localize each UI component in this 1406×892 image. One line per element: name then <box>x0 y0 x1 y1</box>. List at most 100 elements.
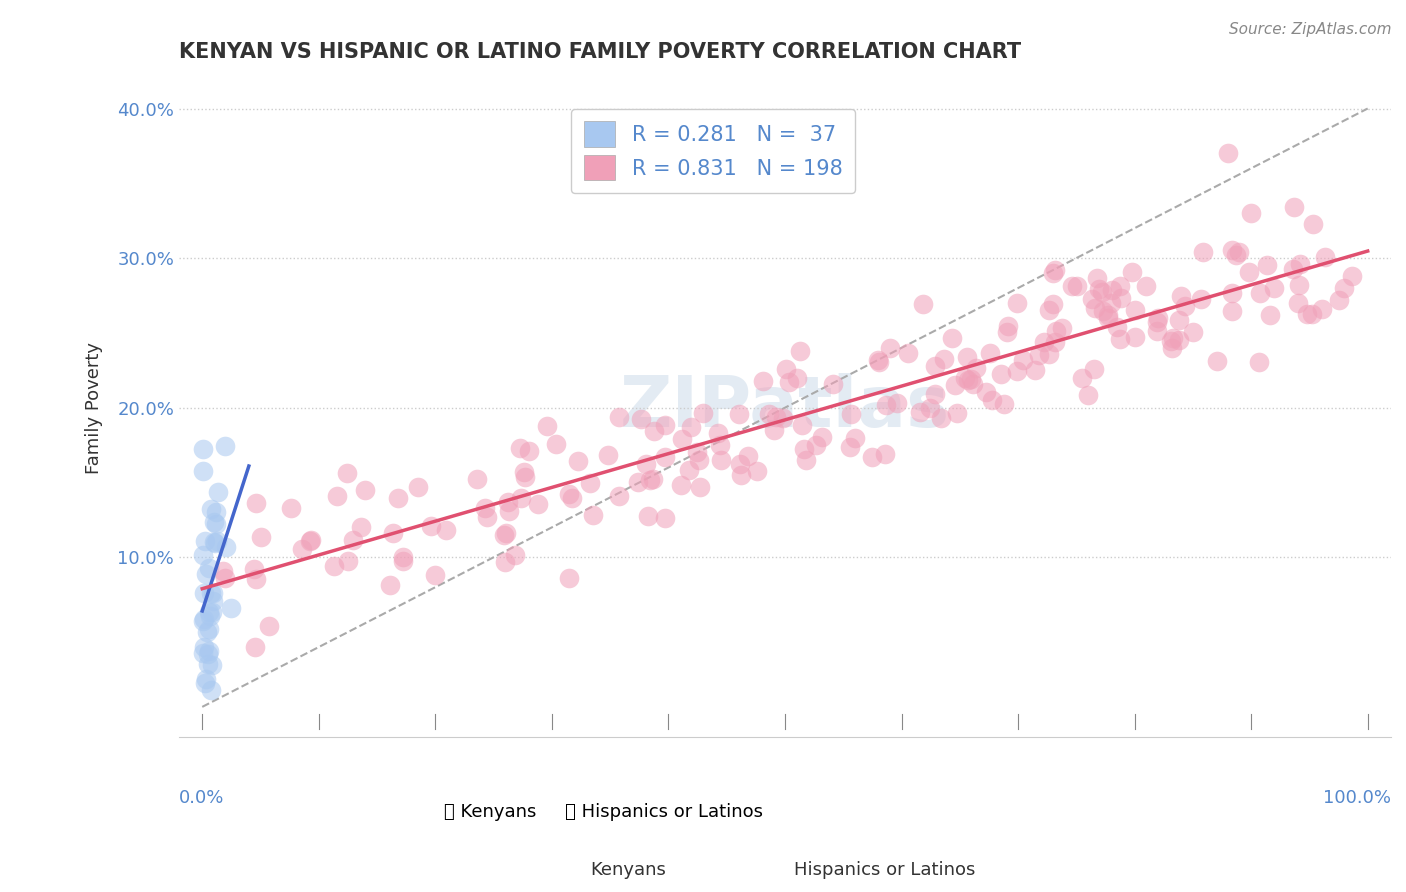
Hispanics or Latinos <box>1249 285 1271 300</box>
Hispanics or Latinos <box>1182 325 1205 339</box>
Hispanics or Latinos <box>1109 291 1132 305</box>
Hispanics or Latinos <box>669 478 692 492</box>
Hispanics or Latinos <box>1296 307 1319 321</box>
Hispanics or Latinos <box>474 500 496 515</box>
Hispanics or Latinos <box>671 432 693 446</box>
Hispanics or Latinos <box>434 523 457 537</box>
Hispanics or Latinos <box>630 412 652 426</box>
Hispanics or Latinos <box>323 559 346 574</box>
Hispanics or Latinos <box>1286 296 1309 310</box>
Hispanics or Latinos <box>211 564 233 578</box>
Legend: R = 0.281   N =  37, R = 0.831   N = 198: R = 0.281 N = 37, R = 0.831 N = 198 <box>571 109 855 193</box>
Hispanics or Latinos <box>392 554 415 568</box>
Kenyans <box>193 612 215 626</box>
Hispanics or Latinos <box>654 511 676 525</box>
Hispanics or Latinos <box>1097 310 1119 325</box>
Hispanics or Latinos <box>1189 292 1212 306</box>
Hispanics or Latinos <box>1281 262 1303 277</box>
Hispanics or Latinos <box>249 530 271 544</box>
Hispanics or Latinos <box>380 578 402 592</box>
Hispanics or Latinos <box>387 491 409 505</box>
Hispanics or Latinos <box>517 444 540 458</box>
Hispanics or Latinos <box>1042 266 1064 280</box>
Hispanics or Latinos <box>897 346 920 360</box>
Hispanics or Latinos <box>875 398 897 412</box>
Hispanics or Latinos <box>955 371 977 385</box>
Hispanics or Latinos <box>1085 270 1108 285</box>
Hispanics or Latinos <box>637 509 659 524</box>
Hispanics or Latinos <box>638 473 661 487</box>
Hispanics or Latinos <box>924 359 946 373</box>
Hispanics or Latinos <box>503 548 526 562</box>
Text: KENYAN VS HISPANIC OR LATINO FAMILY POVERTY CORRELATION CHART: KENYAN VS HISPANIC OR LATINO FAMILY POVE… <box>179 42 1021 62</box>
Kenyans <box>198 622 221 636</box>
Hispanics or Latinos <box>811 430 834 444</box>
Hispanics or Latinos <box>706 425 728 440</box>
Hispanics or Latinos <box>513 470 536 484</box>
Hispanics or Latinos <box>1028 349 1050 363</box>
Text: ZIPatlas: ZIPatlas <box>620 373 950 442</box>
Hispanics or Latinos <box>419 519 441 533</box>
Hispanics or Latinos <box>1123 303 1146 318</box>
Hispanics or Latinos <box>596 448 619 462</box>
Hispanics or Latinos <box>1160 334 1182 349</box>
Hispanics or Latinos <box>567 454 589 468</box>
Hispanics or Latinos <box>1220 285 1243 300</box>
Kenyans <box>201 586 224 600</box>
Hispanics or Latinos <box>1220 243 1243 257</box>
Hispanics or Latinos <box>839 440 862 454</box>
Hispanics or Latinos <box>688 453 710 467</box>
Hispanics or Latinos <box>509 442 531 456</box>
Kenyans <box>201 658 224 673</box>
Hispanics or Latinos <box>643 424 665 438</box>
Hispanics or Latinos <box>786 370 808 384</box>
Hispanics or Latinos <box>509 491 531 506</box>
Hispanics or Latinos <box>990 367 1012 381</box>
Hispanics or Latinos <box>1092 304 1115 318</box>
Kenyans <box>197 657 219 672</box>
Kenyans <box>207 534 229 549</box>
Hispanics or Latinos <box>1333 281 1355 295</box>
Hispanics or Latinos <box>979 345 1001 359</box>
Hispanics or Latinos <box>1227 244 1250 259</box>
Hispanics or Latinos <box>1042 297 1064 311</box>
Hispanics or Latinos <box>243 640 266 654</box>
Hispanics or Latinos <box>425 568 447 582</box>
Kenyans <box>219 600 242 615</box>
Hispanics or Latinos <box>1083 362 1105 376</box>
Hispanics or Latinos <box>579 476 602 491</box>
Hispanics or Latinos <box>1301 307 1323 321</box>
Hispanics or Latinos <box>960 372 983 386</box>
Hispanics or Latinos <box>957 372 980 386</box>
Hispanics or Latinos <box>299 533 322 548</box>
Hispanics or Latinos <box>641 471 664 485</box>
Text: Hispanics or Latinos: Hispanics or Latinos <box>794 861 976 879</box>
Hispanics or Latinos <box>965 360 987 375</box>
Hispanics or Latinos <box>765 409 787 424</box>
Kenyans <box>194 672 217 686</box>
Hispanics or Latinos <box>993 397 1015 411</box>
Hispanics or Latinos <box>844 431 866 445</box>
Hispanics or Latinos <box>775 361 797 376</box>
Hispanics or Latinos <box>536 418 558 433</box>
Hispanics or Latinos <box>1313 250 1336 264</box>
Hispanics or Latinos <box>280 501 302 516</box>
Kenyans <box>194 567 217 582</box>
Kenyans <box>198 560 221 574</box>
Hispanics or Latinos <box>1192 244 1215 259</box>
Hispanics or Latinos <box>467 472 489 486</box>
Hispanics or Latinos <box>1043 334 1066 349</box>
Hispanics or Latinos <box>1109 279 1132 293</box>
Kenyans <box>214 439 236 453</box>
Hispanics or Latinos <box>1147 310 1170 325</box>
Hispanics or Latinos <box>1011 353 1033 368</box>
Kenyans <box>205 517 228 532</box>
Hispanics or Latinos <box>918 401 941 415</box>
Hispanics or Latinos <box>860 450 883 464</box>
Kenyans <box>202 515 225 529</box>
Kenyans <box>197 605 219 619</box>
Hispanics or Latinos <box>758 407 780 421</box>
Hispanics or Latinos <box>1170 288 1192 302</box>
Hispanics or Latinos <box>794 452 817 467</box>
Kenyans <box>200 501 222 516</box>
